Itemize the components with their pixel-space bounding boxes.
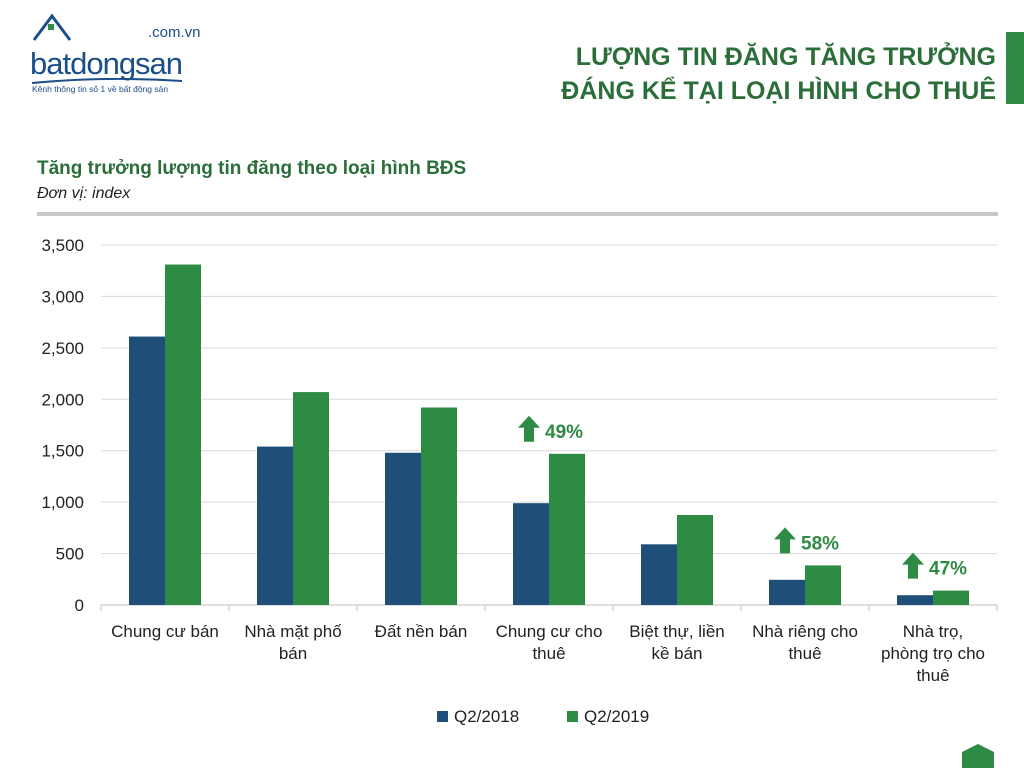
bar-q2-2018 bbox=[641, 544, 677, 605]
x-category-label: Nhà riêng cho thuê bbox=[752, 622, 858, 663]
bar-q2-2019 bbox=[293, 392, 329, 605]
bar-q2-2019 bbox=[165, 264, 201, 605]
x-category-label: Nhà mặt phố bán bbox=[244, 622, 342, 663]
growth-annotation: 47% bbox=[929, 559, 967, 580]
bar-q2-2018 bbox=[513, 503, 549, 605]
up-arrow-icon bbox=[902, 552, 924, 579]
page-title: LƯỢNG TIN ĐĂNG TĂNG TRƯỞNG ĐÁNG KỂ TẠI L… bbox=[561, 40, 996, 108]
y-tick-label: 3,000 bbox=[41, 287, 84, 306]
legend-label: Q2/2018 bbox=[454, 707, 519, 726]
bar-q2-2018 bbox=[769, 579, 805, 605]
y-tick-label: 500 bbox=[56, 545, 84, 564]
growth-annotation: 58% bbox=[801, 533, 839, 554]
y-tick-label: 0 bbox=[75, 596, 84, 615]
header-accent-bar bbox=[1006, 32, 1024, 104]
batdongsan-logo: .com.vn batdongsan Kênh thông tin số 1 v… bbox=[28, 12, 201, 102]
bar-q2-2019 bbox=[677, 515, 713, 605]
logo-domain: .com.vn bbox=[148, 24, 201, 41]
y-tick-label: 1,500 bbox=[41, 442, 84, 461]
title-divider bbox=[37, 212, 998, 216]
bar-q2-2019 bbox=[549, 453, 585, 605]
growth-annotation: 49% bbox=[545, 422, 583, 443]
page-title-line2: ĐÁNG KỂ TẠI LOẠI HÌNH CHO THUÊ bbox=[561, 77, 996, 105]
y-tick-label: 3,500 bbox=[41, 236, 84, 255]
up-arrow-icon bbox=[774, 527, 796, 554]
corner-logo-mark bbox=[962, 744, 994, 768]
up-arrow-icon bbox=[518, 415, 540, 442]
logo-swoosh bbox=[32, 78, 182, 84]
y-tick-label: 2,000 bbox=[41, 390, 84, 409]
bar-q2-2019 bbox=[421, 407, 457, 605]
bar-q2-2018 bbox=[129, 336, 165, 605]
y-tick-label: 1,000 bbox=[41, 493, 84, 512]
x-category-label: Biệt thự, liền kề bán bbox=[629, 622, 724, 663]
x-category-label: Chung cư cho thuê bbox=[496, 622, 603, 663]
chart-title: Tăng trưởng lượng tin đăng theo loại hìn… bbox=[37, 158, 467, 179]
legend-label: Q2/2019 bbox=[584, 707, 649, 726]
x-category-label: Đất nền bán bbox=[375, 622, 468, 641]
logo-tagline: Kênh thông tin số 1 về bất động sản bbox=[32, 84, 169, 94]
y-tick-label: 2,500 bbox=[41, 339, 84, 358]
logo-wordmark: batdongsan bbox=[30, 46, 183, 81]
legend-swatch bbox=[437, 711, 448, 722]
x-category-label: Nhà trọ, phòng trọ cho thuê bbox=[881, 622, 985, 685]
bar-q2-2018 bbox=[897, 595, 933, 605]
bar-q2-2019 bbox=[805, 565, 841, 605]
x-category-label: Chung cư bán bbox=[111, 622, 219, 641]
bar-q2-2019 bbox=[933, 590, 969, 605]
page-title-line1: LƯỢNG TIN ĐĂNG TĂNG TRƯỞNG bbox=[575, 43, 996, 71]
legend-swatch bbox=[567, 711, 578, 722]
chart-subtitle: Đơn vị: index bbox=[37, 185, 131, 202]
bar-q2-2018 bbox=[257, 446, 293, 605]
bar-q2-2018 bbox=[385, 452, 421, 605]
bar-chart: 0 500 1,000 1,500 2,000 2,500 3,000 3,500 Chung … bbox=[41, 236, 998, 726]
house-icon bbox=[32, 13, 72, 41]
